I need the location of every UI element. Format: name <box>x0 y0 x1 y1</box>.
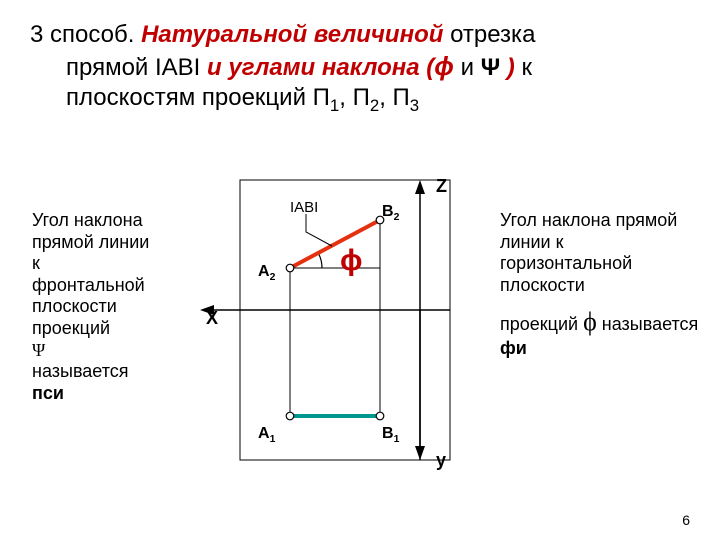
rn-p1: Угол наклона прямой линии к горизонтальн… <box>500 210 677 295</box>
title-line3: плоскостям проекций П <box>66 84 330 111</box>
title-em1: Натуральной величиной <box>141 21 443 48</box>
ln-l6: проекций <box>32 318 110 338</box>
page-number: 6 <box>682 512 690 528</box>
diagram-svg: Zy X A2 B2 A1 B1 ΙАВΙ ϕ <box>200 170 480 480</box>
ln-l8: пси <box>32 383 64 403</box>
title-pi1: 1 <box>330 96 339 115</box>
slide-title: 3 способ. Натуральной величиной отрезка … <box>30 20 690 117</box>
slide: 3 способ. Натуральной величиной отрезка … <box>0 0 720 540</box>
svg-text:y: y <box>436 450 446 470</box>
svg-text:B2: B2 <box>382 203 400 223</box>
title-psi: Ψ <box>481 54 500 81</box>
ln-l4: фронтальной <box>32 275 145 295</box>
title-close: ) <box>500 54 515 81</box>
svg-text:X: X <box>206 308 218 328</box>
svg-text:A2: A2 <box>258 263 276 283</box>
rn-p2c: фи <box>500 338 527 358</box>
left-note: Угол наклона прямой линии к фронтальной … <box>32 210 187 404</box>
svg-text:A1: A1 <box>258 425 276 445</box>
title-c2: , П <box>379 84 410 111</box>
title-line2a: прямой ΙАВΙ <box>66 54 207 81</box>
title-prefix: 3 способ. <box>30 21 141 48</box>
svg-text:ϕ: ϕ <box>340 244 363 277</box>
ln-psi: Ψ <box>32 340 45 360</box>
title-phi: ϕ <box>434 51 454 81</box>
title-and: и <box>454 54 481 81</box>
title-mid: отрезка <box>443 21 535 48</box>
svg-text:ΙАВΙ: ΙАВΙ <box>290 199 318 216</box>
svg-text:Z: Z <box>436 176 447 196</box>
ln-l1: Угол наклона <box>32 210 143 230</box>
title-tail: к <box>515 54 532 81</box>
rn-phi: ϕ <box>583 307 597 336</box>
title-pi3: 3 <box>410 96 419 115</box>
rn-p2b: называется <box>597 314 699 334</box>
title-em2: и углами наклона ( <box>207 54 434 81</box>
diagram: Zy X A2 B2 A1 B1 ΙАВΙ ϕ <box>200 170 480 480</box>
ln-l3: к <box>32 253 40 273</box>
title-c1: , П <box>339 84 370 111</box>
svg-text:B1: B1 <box>382 425 400 445</box>
title-pi2: 2 <box>370 96 379 115</box>
rn-p2a: проекций <box>500 314 583 334</box>
ln-l5: плоскости <box>32 296 117 316</box>
ln-l7: называется <box>32 361 129 381</box>
ln-l2: прямой линии <box>32 232 149 252</box>
right-note: Угол наклона прямой линии к горизонтальн… <box>500 210 700 359</box>
